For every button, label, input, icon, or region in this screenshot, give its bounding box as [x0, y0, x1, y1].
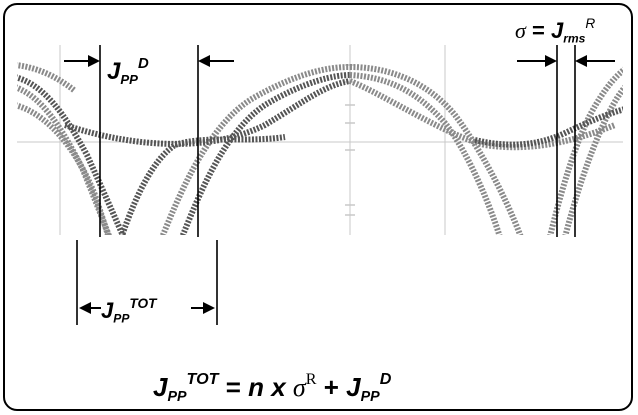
formula-rhs-base: J — [346, 372, 361, 403]
formula-lhs-base: J — [153, 372, 168, 403]
eye-trace — [119, 134, 286, 235]
jpp-d-right-arrow-head — [198, 55, 210, 67]
formula-sigma-sup: R — [305, 371, 317, 388]
formula-sigma: σ — [292, 373, 306, 403]
eye-trace — [547, 66, 623, 235]
sigma-base: J — [550, 18, 564, 44]
formula-n: n — [248, 372, 264, 403]
eye-trace — [349, 64, 524, 235]
eye-trace — [64, 78, 351, 147]
formula-lhs-sup: TOT — [186, 370, 219, 388]
eye-trace — [348, 78, 617, 151]
jpp-tot-left-arrow-head — [79, 302, 91, 314]
formula-rhs-sup: D — [379, 370, 392, 388]
eye-diagram — [17, 45, 623, 325]
eye-trace — [159, 64, 351, 235]
jpp-tot-sub: PP — [113, 311, 130, 326]
jpp-tot-label: JPPTOT — [101, 297, 156, 325]
jpp-d-sup: D — [137, 56, 149, 72]
formula-lhs-sub: PP — [167, 389, 187, 406]
jpp-d-label: JPPD — [107, 57, 149, 86]
formula-x: x — [264, 372, 293, 403]
eye-trace — [17, 102, 112, 235]
eye-trace — [474, 106, 623, 148]
eye-trace — [349, 72, 503, 235]
figure-frame: JPPD σ = JrmsR JPPTOT JPPTOT = n x σR + … — [3, 3, 633, 411]
jitter-formula: JPPTOT = n x σR + JPPD — [153, 371, 391, 404]
eye-trace — [17, 84, 112, 235]
eye-traces — [17, 62, 623, 235]
eye-trace — [179, 72, 351, 235]
jpp-d-left-arrow-head — [88, 55, 100, 67]
sigma-left-arrow-head — [545, 55, 557, 67]
sigma-eq: = — [525, 18, 551, 44]
jpp-d-sub: PP — [120, 71, 138, 87]
eye-trace — [17, 74, 126, 235]
sigma-sup: R — [585, 16, 596, 31]
jpp-d-base: J — [107, 58, 121, 86]
eye-trace — [562, 85, 623, 235]
sigma-sub: rms — [563, 31, 586, 46]
sigma-symbol: σ — [515, 18, 526, 44]
jpp-tot-base: J — [101, 298, 114, 324]
sigma-label: σ = JrmsR — [515, 17, 595, 45]
jpp-tot-right-arrow-head — [203, 302, 215, 314]
sigma-right-arrow-head — [575, 55, 587, 67]
formula-rhs-sub: PP — [360, 389, 380, 406]
formula-eq: = — [218, 372, 249, 403]
jpp-tot-sup: TOT — [129, 296, 157, 311]
formula-plus: + — [316, 372, 347, 403]
